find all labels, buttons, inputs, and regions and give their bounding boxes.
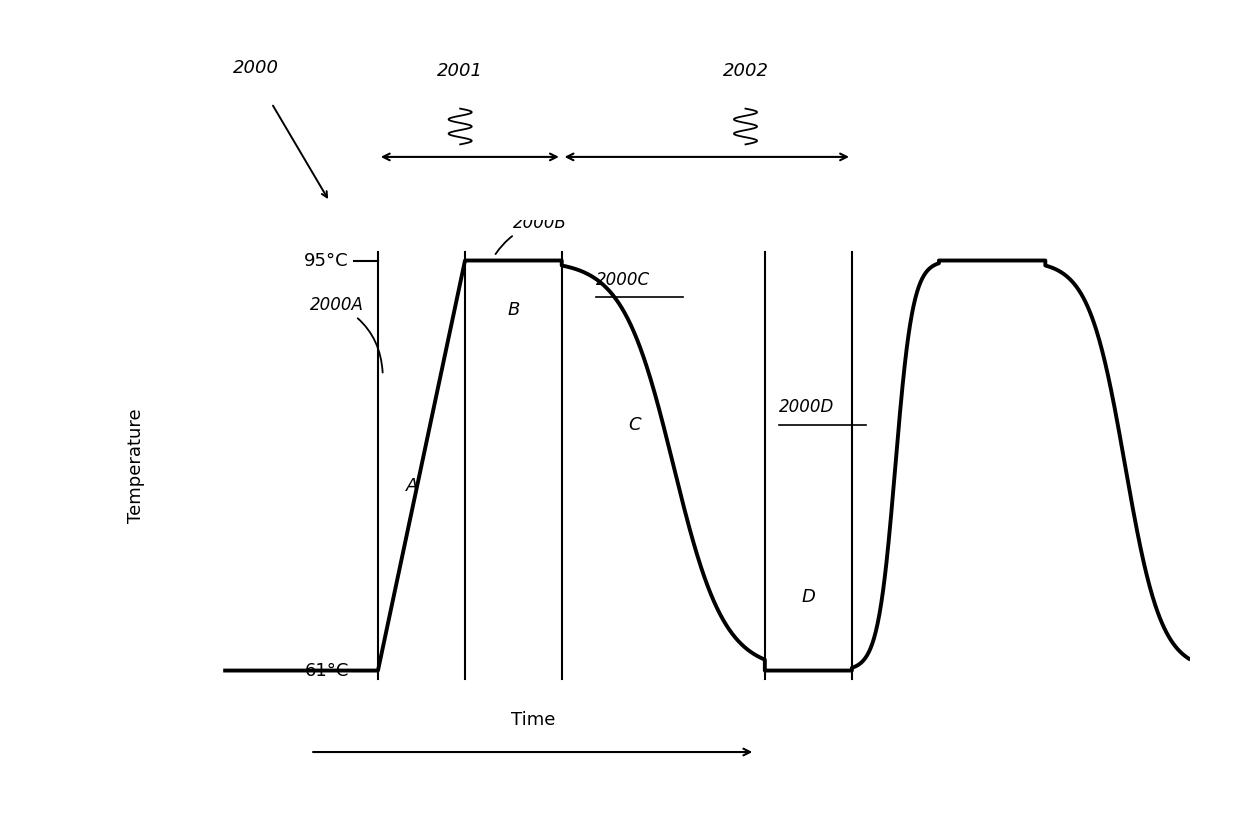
Text: Temperature: Temperature	[128, 408, 145, 523]
Text: 2002: 2002	[723, 62, 769, 80]
Text: 2000B: 2000B	[496, 214, 567, 254]
Text: 2001: 2001	[438, 62, 484, 80]
Text: 2000A: 2000A	[310, 296, 383, 372]
Text: Time: Time	[511, 711, 554, 729]
Text: 2000D: 2000D	[779, 398, 835, 416]
Text: D: D	[801, 588, 815, 606]
Text: 2000C: 2000C	[595, 272, 650, 289]
Text: A: A	[405, 477, 418, 495]
Text: 95°C: 95°C	[304, 251, 348, 270]
Text: 2000: 2000	[233, 59, 279, 76]
Text: B: B	[507, 301, 520, 319]
Text: 61°C: 61°C	[305, 662, 348, 680]
Text: C: C	[627, 415, 641, 433]
